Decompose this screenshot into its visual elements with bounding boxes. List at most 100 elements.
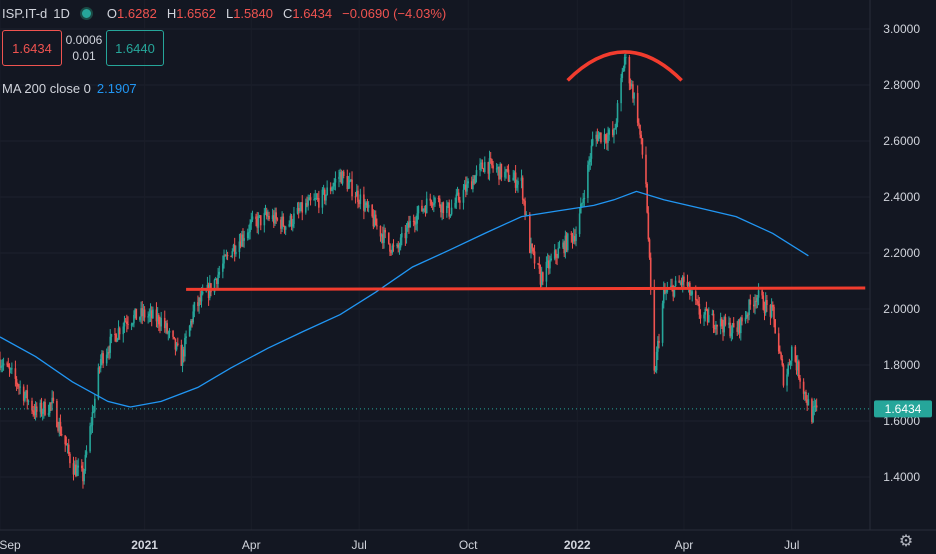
candle-body	[715, 324, 717, 330]
candle-body	[488, 158, 491, 174]
time-axis[interactable]: Sep 2021 Apr Jul Oct 2022 Apr Jul	[0, 529, 936, 552]
candle-body	[289, 215, 292, 225]
candle-body	[64, 435, 66, 445]
candle-body	[130, 324, 133, 326]
candle-body	[199, 297, 202, 302]
candle-body	[475, 170, 478, 176]
candle-body	[737, 320, 740, 332]
symbol-name[interactable]: ISP.IT-d	[2, 6, 48, 21]
candle-body	[123, 321, 126, 327]
candle-body	[391, 245, 394, 253]
ohlc-legend: ISP.IT-d 1D O1.6282 H1.6562 L1.5840 C1.6…	[2, 6, 446, 21]
candle-body	[540, 272, 543, 285]
x-tick-label: Jul	[784, 538, 799, 552]
candle-body	[629, 83, 632, 87]
candle-body	[66, 444, 69, 446]
candle-body	[772, 305, 774, 307]
candle-body	[40, 402, 43, 414]
candle-body	[354, 196, 357, 198]
candle-body	[380, 234, 383, 237]
candle-body	[185, 336, 187, 339]
price-axis[interactable]: 3.0000 2.8000 2.6000 2.4000 2.2000 2.0000 1.80…	[869, 0, 920, 530]
candle-body	[276, 218, 279, 220]
candle-body	[258, 215, 261, 217]
candle-body	[708, 315, 710, 323]
open-value: 1.6282	[117, 6, 157, 21]
candle-body	[638, 122, 640, 125]
candle-body	[172, 330, 174, 337]
candle-body	[346, 176, 349, 190]
candle-body	[671, 285, 673, 287]
candle-body	[672, 285, 675, 297]
change-value: −0.0690 (−4.03%)	[342, 6, 447, 21]
candle-body	[563, 242, 565, 254]
support-resistance-line[interactable]	[186, 286, 866, 291]
candle-body	[565, 235, 568, 251]
candle-body	[613, 129, 615, 136]
candle-body	[636, 93, 639, 123]
candle-body	[680, 282, 683, 285]
indicator-legend[interactable]: MA 200 close 0 2.1907	[2, 81, 137, 96]
buy-button[interactable]: 1.6440	[106, 30, 164, 66]
candle-body	[789, 360, 792, 365]
candle-body	[562, 242, 564, 248]
candle-body	[56, 400, 58, 427]
candle-body	[143, 309, 146, 318]
candle-body	[115, 334, 117, 342]
candle-body	[813, 406, 816, 408]
candle-body	[589, 158, 592, 163]
candle-body	[662, 289, 665, 304]
candle-body	[383, 229, 385, 243]
gear-icon[interactable]: ⚙	[898, 533, 914, 550]
candle-body	[755, 300, 758, 302]
candle-body	[795, 361, 798, 371]
candle-body	[600, 132, 602, 143]
candle-body	[306, 203, 308, 206]
candle-body	[474, 175, 477, 184]
interval-label[interactable]: 1D	[53, 6, 70, 21]
candle-body	[94, 398, 96, 412]
candle-body	[372, 216, 375, 227]
candle-body	[513, 172, 516, 178]
candle-body	[382, 234, 384, 243]
candle-body	[58, 421, 61, 431]
high-value: 1.6562	[176, 6, 216, 21]
candle-body	[433, 203, 435, 205]
candle-body	[607, 134, 609, 143]
candle-body	[34, 406, 37, 416]
candle-body	[313, 199, 315, 201]
candle-body	[578, 213, 581, 235]
candle-body	[598, 132, 601, 135]
candle-body	[127, 324, 129, 326]
candle-body	[639, 124, 641, 135]
top-arc-annotation[interactable]	[566, 50, 683, 82]
candle-body	[579, 203, 582, 214]
candle-body	[316, 197, 319, 199]
candle-body	[371, 204, 373, 217]
candle-body	[564, 235, 567, 254]
candle-body	[379, 225, 382, 237]
candle-body	[19, 386, 21, 388]
candle-body	[616, 103, 619, 123]
candle-body	[597, 134, 600, 142]
candle-body	[139, 317, 141, 320]
candle-body	[754, 300, 756, 307]
candle-body	[423, 208, 426, 210]
candle-body	[434, 198, 436, 204]
candle-body	[256, 219, 259, 228]
candle-body	[191, 320, 193, 323]
x-tick-label: Oct	[459, 538, 478, 552]
sell-button[interactable]: 1.6434	[2, 30, 62, 66]
candle-body	[180, 344, 183, 366]
candle-body	[339, 172, 341, 177]
y-tick-label: 2.2000	[883, 246, 920, 260]
candle-body	[27, 400, 30, 402]
candle-body	[790, 346, 793, 361]
candle-body	[173, 336, 176, 339]
candle-body	[788, 364, 791, 366]
spread-top: 0.0006	[65, 33, 103, 47]
candle-body	[462, 189, 465, 203]
candle-body	[57, 426, 59, 431]
spread-bottom: 0.01	[72, 49, 96, 63]
